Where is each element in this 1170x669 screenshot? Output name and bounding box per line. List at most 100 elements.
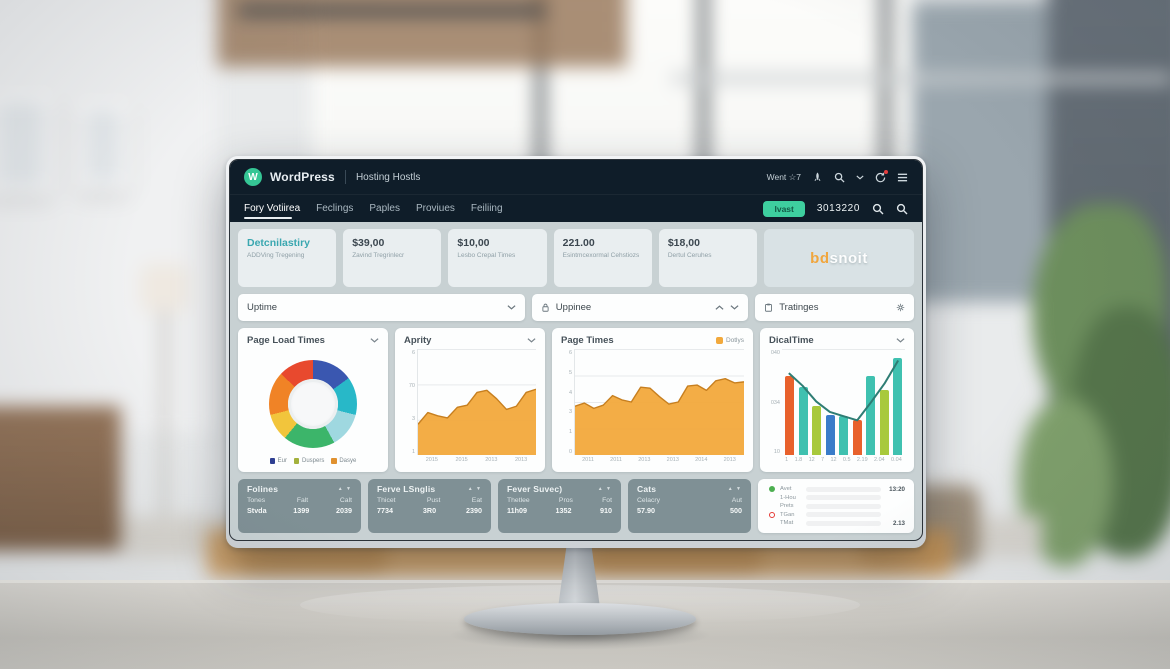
- chevron-down-icon[interactable]: [527, 336, 536, 345]
- track-light: [237, 6, 547, 16]
- dropdown-label: Tratinges: [779, 302, 819, 313]
- column-header: Pros: [558, 497, 573, 504]
- chevron-down-icon[interactable]: [856, 172, 864, 183]
- stat-title: $39,00: [352, 237, 385, 249]
- column-header: Tones: [247, 497, 266, 504]
- table-title: Folines: [247, 484, 279, 494]
- chevron-down-icon[interactable]: [370, 336, 379, 345]
- legend-item: Dasye: [331, 458, 356, 464]
- dashboard-body: Detcnilastiry ADDVing Tregening $39,00 Z…: [230, 222, 922, 540]
- aprity-yticks: 6 70 3 1: [408, 350, 415, 455]
- rating-value: 13:20: [889, 485, 905, 493]
- rating-row: Avet 13:20: [767, 485, 905, 493]
- table-row: Stvda 1399 2039: [247, 504, 352, 515]
- logo-rest: snoit: [829, 249, 868, 267]
- stat-subtitle: Lesbo Crepal Times: [457, 252, 516, 259]
- stat-subtitle: ADDVing Tregening: [247, 252, 305, 259]
- rating-label: Avet: [780, 486, 792, 492]
- refresh-clock-icon[interactable]: [875, 169, 888, 183]
- chevron-down-icon: [730, 305, 739, 310]
- rating-label: TGan: [780, 511, 795, 518]
- rating-row: TMat 2.13: [767, 519, 905, 527]
- page-times-legend: Dotlys: [715, 337, 744, 344]
- cell: 2390: [466, 506, 482, 515]
- donut-legend: Eur Duspers Dasye: [247, 458, 379, 465]
- floor-lamp: [140, 264, 188, 312]
- sort-icons[interactable]: ▲ ▼: [467, 486, 482, 492]
- legend-swatch: [715, 337, 723, 344]
- donut-chart[interactable]: [269, 359, 357, 448]
- rating-row: Prets: [767, 502, 905, 510]
- tab-fory-votiirea[interactable]: Fory Votiirea: [244, 195, 300, 222]
- column-header: Thicet: [377, 497, 396, 504]
- table-row: 11h09 1352 910: [507, 504, 612, 515]
- stat-card[interactable]: Detcnilastiry ADDVing Tregening: [238, 229, 337, 287]
- cell: 11h09: [507, 506, 527, 515]
- rating-row: TGan: [767, 511, 905, 519]
- bar: [812, 405, 821, 455]
- bar: [798, 386, 808, 455]
- fever-suvec-table[interactable]: Fever Suvec) ▲ ▼ Thetlee Pros Fot 11h09 …: [498, 479, 621, 533]
- clipboard-icon: [765, 303, 773, 312]
- stat-title: $18,00: [667, 237, 700, 249]
- chevron-up-icon: [715, 305, 724, 310]
- lock-icon: [542, 303, 549, 312]
- stat-card[interactable]: $10,00 Lesbo Crepal Times: [448, 229, 547, 287]
- tab-proviues[interactable]: Proviues: [415, 203, 455, 214]
- aprity-plot[interactable]: [417, 349, 536, 455]
- progress-bar: [806, 486, 881, 492]
- page-times-plot[interactable]: [574, 349, 744, 455]
- stats-row: Detcnilastiry ADDVing Tregening $39,00 Z…: [238, 229, 915, 287]
- progress-bar: [806, 503, 881, 509]
- table-row: 57.90 500: [637, 504, 742, 515]
- uppinee-dropdown[interactable]: Uppinee: [531, 294, 749, 321]
- page-load-times-panel: Page Load Times Eur Duspers Dasye: [238, 328, 388, 472]
- filter-row: Uptime Uppinee Tratinges: [238, 294, 914, 321]
- tab-feiliing[interactable]: Feiliing: [470, 203, 503, 214]
- dropdown-label: Uptime: [247, 302, 278, 313]
- monitor-stand-base: [464, 603, 696, 635]
- cell: 1399: [293, 506, 310, 515]
- page-times-xlabels: 2011 2011 2013 2013 2014 2013: [582, 457, 736, 463]
- cats-table[interactable]: Cats ▲ ▼ Celacry Aut 57.90 500: [628, 479, 751, 533]
- city-building-far: [912, 2, 1062, 302]
- sort-icons[interactable]: ▲ ▼: [597, 486, 612, 492]
- ivast-button[interactable]: Ivast: [763, 200, 805, 217]
- sort-icons[interactable]: ▲ ▼: [727, 486, 742, 492]
- search-icon[interactable]: [896, 203, 908, 215]
- uptime-dropdown[interactable]: Uptime: [238, 294, 525, 321]
- gear-icon: [896, 303, 905, 312]
- search-icon[interactable]: [834, 172, 845, 183]
- folines-table[interactable]: Folines ▲ ▼ Tones Falt Calt Stvda 1399 2…: [238, 479, 361, 533]
- ferve-lsnglis-table[interactable]: Ferve LSnglis ▲ ▼ Thicet Pust Eat 7734 3…: [368, 479, 491, 533]
- monitor-frame: W WordPress Hosting Hostls Went ☆7: [226, 156, 926, 548]
- chevron-down-icon[interactable]: [896, 336, 905, 345]
- dashboard-screen: W WordPress Hosting Hostls Went ☆7: [229, 159, 923, 541]
- picture-frame: [78, 102, 128, 190]
- rocket-icon[interactable]: [812, 171, 823, 183]
- sort-icons[interactable]: ▲ ▼: [337, 486, 352, 492]
- stat-card[interactable]: $18,00 Dertul Ceruhes: [658, 229, 758, 287]
- product-title: Hosting Hostls: [355, 171, 421, 183]
- progress-bar: [806, 512, 881, 517]
- tratinges-dropdown[interactable]: Tratinges: [755, 294, 914, 321]
- search-icon[interactable]: [872, 203, 884, 215]
- stat-subtitle: Esintmcexormal Cehstiozs: [562, 252, 640, 259]
- divider: [344, 170, 346, 184]
- bar: [866, 376, 875, 455]
- logo-highlight: bd: [810, 249, 830, 267]
- bar: [825, 415, 835, 455]
- ratings-widget: Avet 13:20 1-Hou Prets: [758, 479, 914, 533]
- panel-title: DicalTime: [769, 335, 814, 346]
- dicaltime-bars[interactable]: [782, 349, 905, 455]
- stat-subtitle: Zavind Tregrinlecr: [352, 252, 405, 259]
- stat-card[interactable]: $39,00 Zavind Tregrinlecr: [343, 229, 442, 287]
- tab-feclings[interactable]: Feclings: [316, 203, 354, 214]
- dicaltime-yticks: 040 034 10: [770, 350, 780, 455]
- hamburger-menu-icon[interactable]: [897, 172, 908, 183]
- dropdown-label: Uppinee: [555, 302, 592, 313]
- stat-card[interactable]: 221.00 Esintmcexormal Cehstiozs: [553, 229, 652, 287]
- tab-paples[interactable]: Paples: [369, 203, 400, 214]
- progress-bar: [806, 495, 881, 500]
